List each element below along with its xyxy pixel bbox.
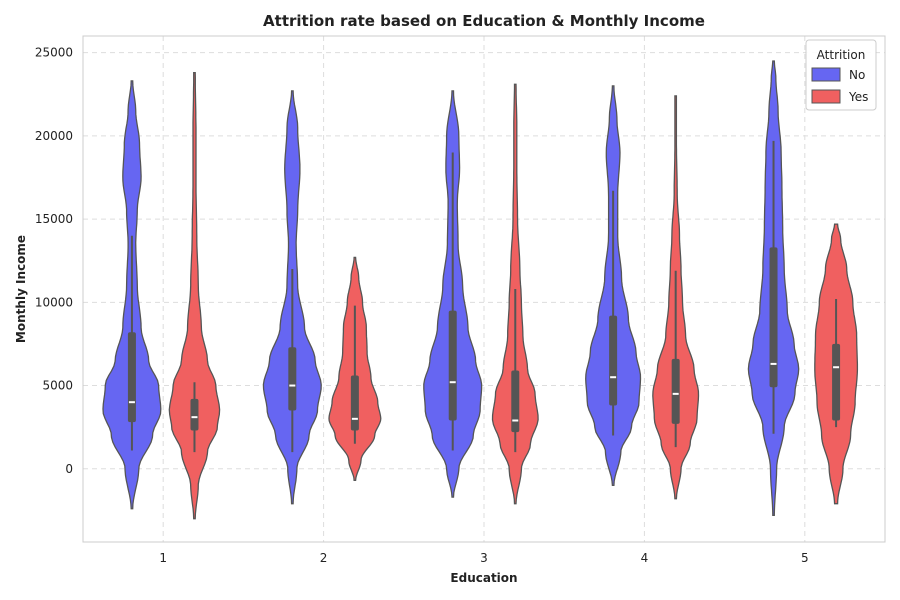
x-tick-labels: 1 2 3 4 5 — [159, 551, 808, 565]
legend-title: Attrition — [817, 48, 866, 62]
y-tick-labels: 0 5000 10000 15000 20000 25000 — [35, 46, 73, 476]
violin-iqr-box — [511, 370, 520, 433]
x-tick-label: 4 — [641, 551, 649, 565]
y-tick-label: 15000 — [35, 212, 73, 226]
y-tick-label: 20000 — [35, 129, 73, 143]
legend-label-no: No — [849, 68, 865, 82]
chart-title: Attrition rate based on Education & Mont… — [263, 12, 705, 30]
legend-label-yes: Yes — [848, 90, 868, 104]
x-tick-label: 3 — [480, 551, 488, 565]
violin-iqr-box — [448, 310, 457, 421]
y-tick-label: 10000 — [35, 295, 73, 309]
legend: Attrition No Yes — [805, 39, 877, 111]
x-tick-label: 1 — [159, 551, 167, 565]
legend-swatch-no — [811, 67, 841, 82]
legend-swatch-yes — [811, 89, 841, 104]
x-axis-label: Education — [450, 571, 517, 585]
violin-iqr-box — [127, 332, 136, 423]
violin-iqr-box — [350, 375, 359, 431]
violins-layer — [102, 60, 859, 520]
violin-iqr-box — [832, 343, 841, 421]
violin-iqr-box — [190, 398, 199, 431]
plot-frame — [82, 35, 886, 543]
violin-yes-1 — [168, 71, 221, 520]
x-tick-label: 2 — [320, 551, 328, 565]
violin-iqr-box — [671, 358, 680, 424]
violin-iqr-box — [288, 347, 297, 411]
y-tick-label: 25000 — [35, 46, 73, 60]
violin-iqr-box — [609, 315, 618, 406]
x-tick-label: 5 — [801, 551, 809, 565]
y-axis-label: Monthly Income — [14, 235, 28, 343]
y-tick-label: 5000 — [42, 379, 73, 393]
violin-iqr-box — [769, 247, 778, 388]
y-tick-label: 0 — [65, 462, 73, 476]
